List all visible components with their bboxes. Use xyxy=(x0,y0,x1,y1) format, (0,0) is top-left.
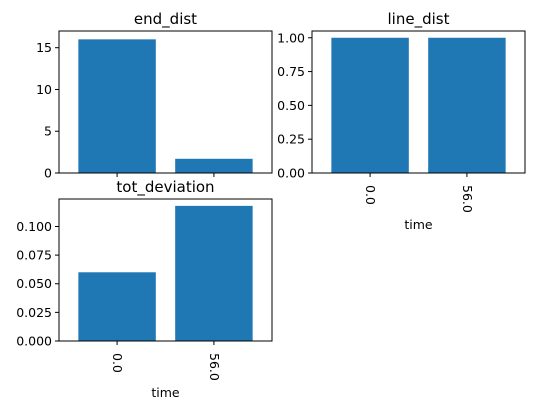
chart-title: tot_deviation xyxy=(116,178,214,197)
bar xyxy=(428,37,506,174)
bar xyxy=(78,272,156,341)
x-axis-label: time xyxy=(151,385,180,400)
y-tick-label: 0.025 xyxy=(16,305,52,320)
y-tick-label: 0.75 xyxy=(277,64,305,79)
bar xyxy=(331,37,409,174)
y-tick-label: 1.00 xyxy=(277,30,305,45)
axes-frame xyxy=(58,198,273,342)
bar xyxy=(78,39,156,174)
y-tick-label: 5 xyxy=(44,124,52,139)
x-tick-label: 56.0 xyxy=(460,185,475,213)
y-tick-label: 0.075 xyxy=(16,248,52,263)
axes-frame xyxy=(58,30,273,174)
y-tick-label: 15 xyxy=(36,40,52,55)
y-tick-label: 0 xyxy=(44,166,52,181)
y-tick-label: 10 xyxy=(36,82,52,97)
y-tick-label: 0.00 xyxy=(277,166,305,181)
subplot-end-dist: 0 5 10 15 end_dist xyxy=(36,10,273,181)
bar xyxy=(175,158,253,173)
axes-frame xyxy=(311,30,526,174)
y-tick-label: 0.000 xyxy=(16,334,52,349)
y-tick-label: 0.50 xyxy=(277,98,305,113)
x-tick-label: 56.0 xyxy=(207,353,222,381)
chart-title: line_dist xyxy=(388,10,450,29)
bar xyxy=(175,205,253,341)
y-tick-label: 0.25 xyxy=(277,132,305,147)
x-tick-label: 0.0 xyxy=(110,353,125,373)
x-axis-label: time xyxy=(404,217,433,232)
y-tick-label: 0.050 xyxy=(16,276,52,291)
y-tick-label: 0.100 xyxy=(16,219,52,234)
chart-title: end_dist xyxy=(134,10,197,29)
subplot-tot-deviation: 0.000 0.025 0.050 0.075 0.100 0.0 56.0 tot_devi… xyxy=(16,178,273,400)
x-tick-label: 0.0 xyxy=(363,185,378,205)
